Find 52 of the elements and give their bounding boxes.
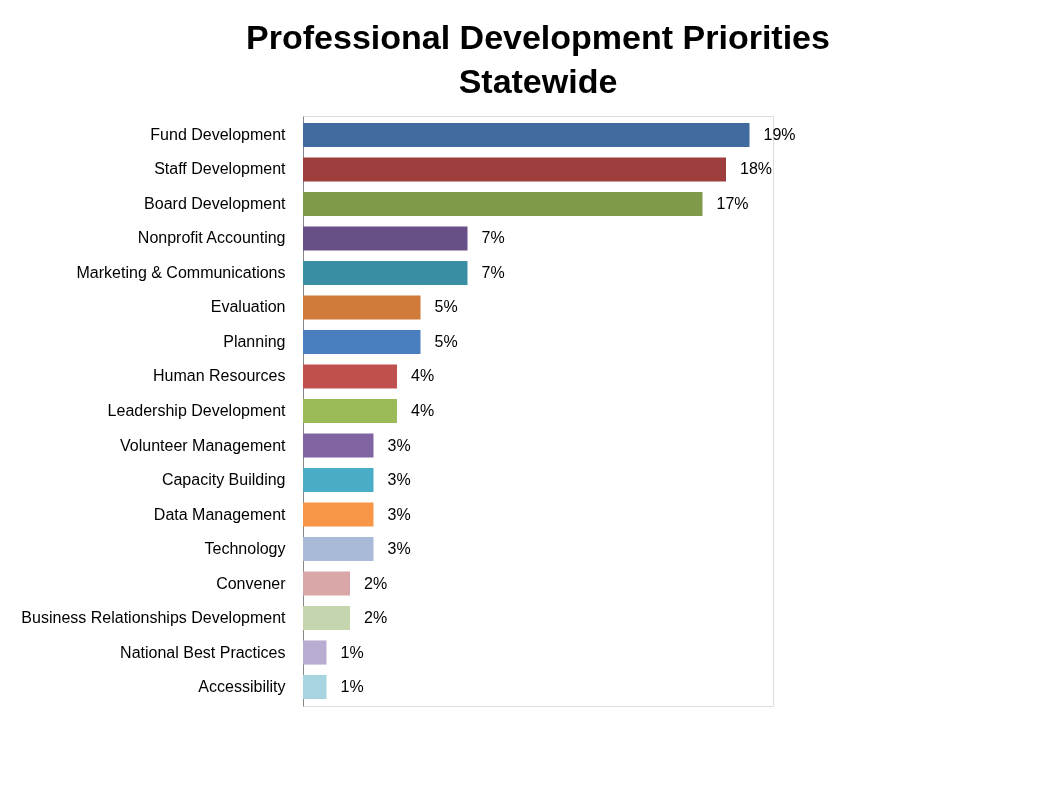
data-label: 5% — [434, 298, 458, 316]
data-label: 3% — [387, 505, 411, 523]
bar — [303, 191, 703, 217]
data-label: 3% — [387, 436, 411, 454]
y-tick-label: Data Management — [153, 505, 287, 523]
bar — [303, 467, 374, 493]
y-tick-label: Evaluation — [210, 298, 286, 316]
y-tick-label: Technology — [204, 540, 286, 558]
bar — [303, 122, 750, 148]
bar — [303, 433, 374, 458]
bar — [303, 536, 374, 562]
data-label: 5% — [434, 332, 458, 350]
y-tick-label: Fund Development — [150, 125, 287, 143]
y-tick-label: Leadership Development — [107, 402, 287, 419]
bar — [303, 398, 397, 424]
data-label: 4% — [411, 367, 435, 385]
y-tick-label: Staff Development — [154, 160, 287, 178]
bar — [303, 260, 468, 286]
data-label: 2% — [364, 574, 388, 592]
y-tick-label: Capacity Building — [161, 471, 286, 489]
y-tick-label: National Best Practices — [120, 643, 286, 661]
bar — [303, 571, 350, 596]
data-label: 17% — [716, 194, 749, 212]
data-label: 1% — [340, 678, 364, 696]
y-tick-label: Board Development — [144, 194, 287, 212]
data-label: 3% — [387, 540, 411, 558]
data-label: 4% — [411, 402, 435, 419]
bar — [303, 502, 374, 527]
data-label: 2% — [364, 609, 388, 627]
data-label: 7% — [481, 263, 505, 281]
bar — [303, 364, 397, 389]
bar — [303, 640, 327, 665]
y-tick-label: Planning — [223, 332, 286, 350]
y-tick-label: Convener — [216, 574, 287, 592]
data-label: 1% — [340, 643, 364, 661]
y-tick-label: Human Resources — [153, 367, 286, 385]
y-tick-label: Volunteer Management — [120, 436, 287, 454]
bar — [303, 295, 421, 320]
data-label: 19% — [763, 125, 796, 143]
y-tick-label: Accessibility — [198, 678, 286, 696]
data-label: 7% — [481, 229, 505, 247]
bar — [303, 157, 726, 182]
data-label: 18% — [740, 160, 773, 178]
bar — [303, 605, 350, 631]
y-tick-label: Nonprofit Accounting — [137, 229, 286, 247]
y-tick-label: Business Relationships Development — [21, 609, 287, 627]
data-label: 3% — [387, 471, 411, 489]
bar — [303, 329, 421, 355]
y-tick-label: Marketing & Communications — [76, 263, 286, 281]
bar — [303, 226, 468, 251]
bar — [303, 674, 327, 700]
chart-title: Professional Development Priorities Statewide — [246, 18, 830, 100]
